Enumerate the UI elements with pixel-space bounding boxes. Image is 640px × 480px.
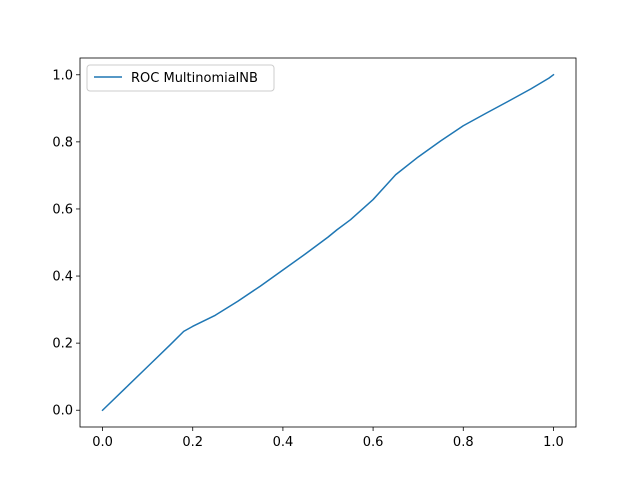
x-tick-label: 1.0	[543, 435, 564, 450]
x-tick-label: 0.8	[453, 435, 474, 450]
y-tick-label: 0.2	[52, 337, 73, 352]
y-tick-label: 1.0	[52, 68, 73, 83]
plot-frame	[79, 57, 577, 428]
y-tick-label: 0.8	[52, 135, 73, 150]
axis-ticks: 0.0 0.2 0.4 0.6 0.8 1.0 0.0 0.2 0.4 0.6 0.8 1.0	[52, 68, 563, 450]
x-tick-label: 0.4	[273, 435, 294, 450]
x-tick-label: 0.2	[182, 435, 203, 450]
x-tick-label: 0.6	[363, 435, 384, 450]
y-tick-label: 0.0	[52, 404, 73, 419]
series-line-0	[101, 73, 555, 412]
y-tick-label: 0.6	[52, 202, 73, 217]
legend-label: ROC MultinomialNB	[131, 71, 258, 86]
legend: ROC MultinomialNB	[86, 64, 275, 92]
chart-marks	[101, 73, 555, 412]
x-tick-label: 0.0	[92, 435, 113, 450]
legend-box	[86, 64, 275, 92]
y-tick-label: 0.4	[52, 270, 73, 285]
